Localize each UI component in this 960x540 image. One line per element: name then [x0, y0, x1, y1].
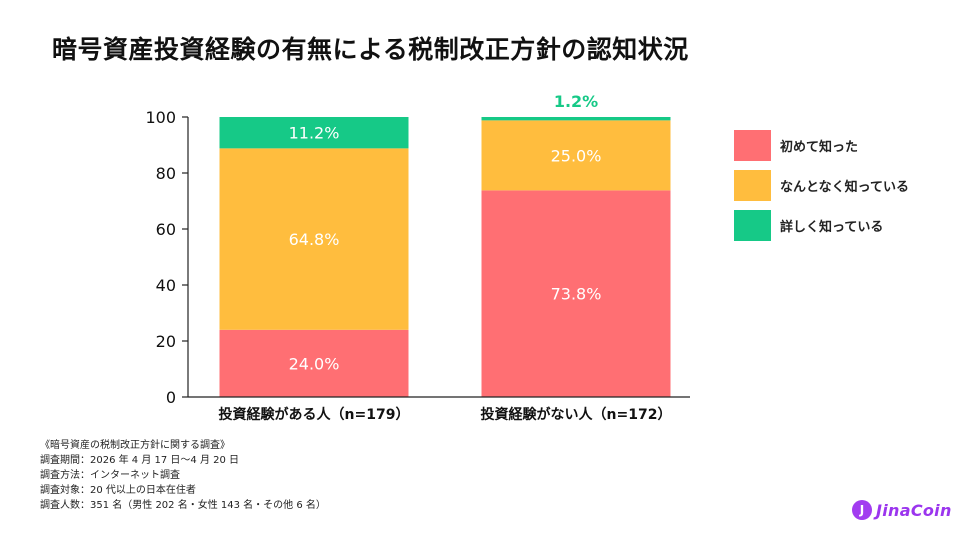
bar-segment-0-2: [219, 117, 409, 149]
notes-method: 調査方法：インターネット調査: [40, 470, 180, 481]
survey-notes: 《暗号資産の税制改正方針に関する調査》 調査期間：2026 年 4 月 17 日…: [40, 438, 326, 513]
legend-label-somewhat: なんとなく知っている: [780, 179, 909, 195]
bar-segment-0-0: [219, 329, 409, 397]
legend-item-first-time: 初めて知った: [734, 129, 909, 161]
bar-label-0-2: 11.2%: [289, 124, 340, 143]
legend-swatch-somewhat: [734, 169, 771, 201]
category-label-1: 投資経験がない人（n=172）: [481, 406, 672, 423]
notes-period: 調査期間：2026 年 4 月 17 日〜4 月 20 日: [40, 455, 240, 466]
y-tick-label-0: 0: [166, 388, 176, 407]
notes-heading: 《暗号資産の税制改正方針に関する調査》: [40, 440, 230, 451]
bar-label-1-0: 73.8%: [551, 285, 602, 304]
bar-segment-0-1: [219, 148, 409, 330]
logo-text: JinaCoin: [876, 500, 952, 520]
legend-swatch-detailed: [734, 209, 771, 241]
notes-target: 調査対象：20 代以上の日本在住者: [40, 485, 196, 496]
jinacoin-logo: J JinaCoin: [852, 500, 952, 520]
y-tick-label-5: 100: [145, 108, 176, 127]
bar-segment-1-0: [481, 190, 671, 397]
legend: 初めて知った なんとなく知っている 詳しく知っている: [734, 129, 909, 249]
legend-swatch-first-time: [734, 129, 771, 161]
category-label-0: 投資経験がある人（n=179）: [219, 406, 410, 423]
y-tick-label-1: 20: [156, 332, 176, 351]
notes-respondents: 調査人数：351 名（男性 202 名・女性 143 名・その他 6 名）: [40, 500, 326, 511]
y-tick-label-2: 40: [156, 276, 176, 295]
bar-label-1-2: 1.2%: [554, 92, 598, 111]
legend-item-somewhat: なんとなく知っている: [734, 169, 909, 201]
logo-mark-icon: J: [852, 500, 872, 520]
y-tick-label-3: 60: [156, 220, 176, 239]
legend-label-first-time: 初めて知った: [780, 139, 859, 155]
legend-item-detailed: 詳しく知っている: [734, 209, 909, 241]
y-tick-label-4: 80: [156, 164, 176, 183]
bar-label-1-1: 25.0%: [551, 146, 602, 165]
bar-label-0-1: 64.8%: [289, 230, 340, 249]
bar-label-0-0: 24.0%: [289, 354, 340, 373]
bar-segment-1-1: [481, 120, 671, 191]
bar-segment-1-2: [481, 117, 671, 121]
chart-title: 暗号資産投資経験の有無による税制改正方針の認知状況: [52, 35, 689, 64]
legend-label-detailed: 詳しく知っている: [780, 219, 884, 235]
